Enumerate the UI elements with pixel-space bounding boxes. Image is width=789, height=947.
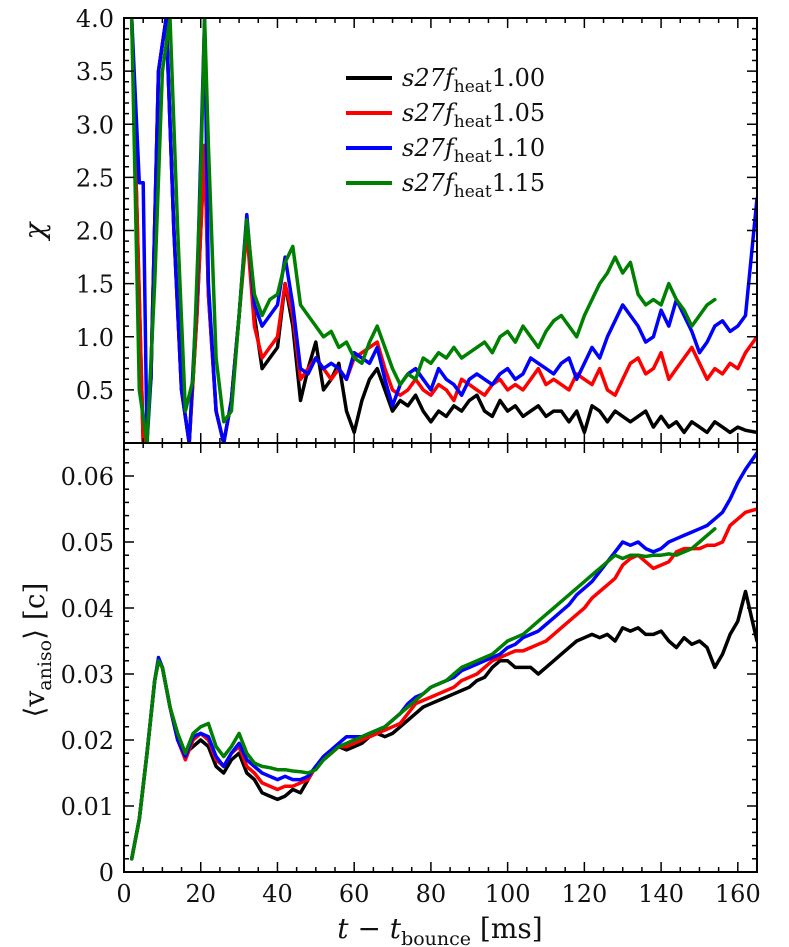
xtick-label: 60 <box>339 880 370 908</box>
chi-ytick-label: 1.5 <box>76 271 114 299</box>
chi-ytick-label: 4.0 <box>76 5 114 33</box>
chi-ytick-label: 2.0 <box>76 218 114 246</box>
axis-labels: 0 20 40 60 80 100 120 140 160 t − tbounce [ms] χ ⟨v… <box>18 220 761 947</box>
chi-ytick-label: 0.5 <box>76 377 114 405</box>
chi-line-s27fheat1-10 <box>129 18 757 443</box>
xtick-label: 0 <box>116 880 131 908</box>
xtick-label: 120 <box>561 880 607 908</box>
vaniso-ytick-label: 0.05 <box>61 529 114 557</box>
legend-label-s27fheat1-00: s27fheat1.00 <box>402 64 545 97</box>
vaniso-line-s27fheat1-10 <box>129 451 757 861</box>
chi-ytick-label: 3.5 <box>76 58 114 86</box>
chi-line-s27fheat1-15 <box>129 18 717 443</box>
chi-ytick-label: 1.0 <box>76 324 114 352</box>
legend-label-s27fheat1-15: s27fheat1.15 <box>402 169 545 202</box>
xtick-label: 40 <box>262 880 293 908</box>
x-axis-label: t − tbounce [ms] <box>337 912 542 947</box>
vaniso-series-group <box>129 451 757 861</box>
chi-axis-label: χ <box>18 220 51 241</box>
chi-series-group <box>129 18 757 443</box>
vaniso-ytick-label: 0.03 <box>61 661 114 689</box>
legend-label-s27fheat1-05: s27fheat1.05 <box>402 99 545 132</box>
legend: s27fheat1.00s27fheat1.05s27fheat1.10s27f… <box>346 64 545 202</box>
vaniso-ytick-label: 0.04 <box>61 595 114 623</box>
xtick-label: 160 <box>715 880 761 908</box>
xtick-label: 20 <box>185 880 216 908</box>
vaniso-axis-label: ⟨vaniso⟩ [c] <box>18 583 56 718</box>
legend-label-s27fheat1-10: s27fheat1.10 <box>402 134 545 167</box>
xtick-label: 80 <box>416 880 447 908</box>
xtick-label: 100 <box>485 880 531 908</box>
vaniso-ytick-label: 0.01 <box>61 793 114 821</box>
vaniso-frame <box>123 442 758 873</box>
vaniso-ytick-label: 0.06 <box>61 463 114 491</box>
xtick-label: 140 <box>638 880 684 908</box>
vaniso-line-s27fheat1-05 <box>129 507 757 861</box>
vaniso-ytick-label: 0 <box>99 859 114 887</box>
vaniso-line-s27fheat1-00 <box>129 589 757 861</box>
chi-ytick-label: 2.5 <box>76 164 114 192</box>
vaniso-ytick-label: 0.02 <box>61 727 114 755</box>
panel-vaniso: 0 0.01 0.02 0.03 0.04 0.05 0.06 <box>61 442 758 887</box>
vaniso-line-s27fheat1-15 <box>129 527 717 861</box>
chi-ytick-label: 3.0 <box>76 111 114 139</box>
